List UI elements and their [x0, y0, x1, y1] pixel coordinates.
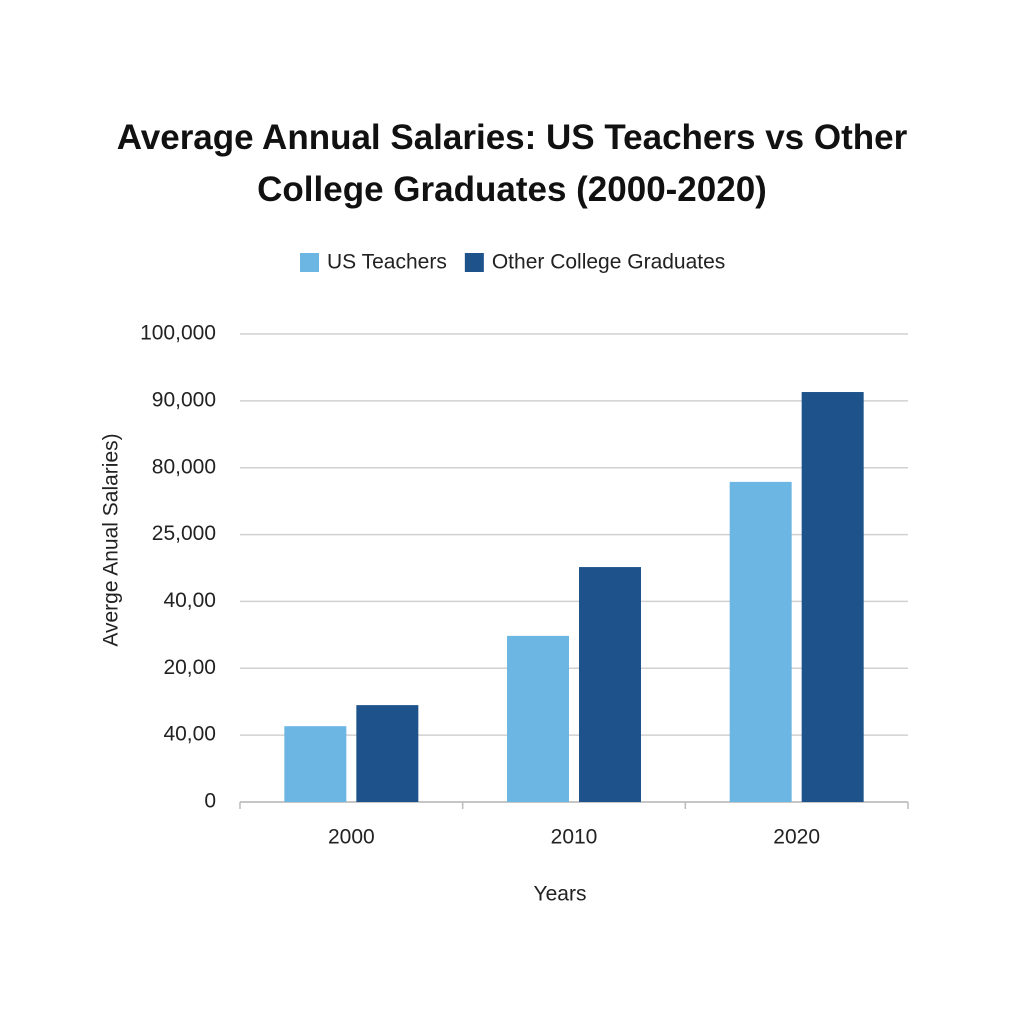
y-tick-label: 20,00	[163, 656, 216, 679]
chart-title: Average Annual Salaries: US Teachers vs …	[116, 118, 908, 209]
bar	[284, 726, 347, 802]
legend-swatch	[300, 253, 319, 272]
legend-swatch	[464, 253, 484, 272]
legend-label: US Teachers	[327, 251, 447, 274]
x-tick-label: 2010	[551, 826, 598, 849]
bar	[729, 481, 792, 802]
x-tick-label: 2020	[773, 826, 820, 849]
y-tick-label: 80,000	[152, 455, 216, 478]
legend-label: Other College Graduates	[492, 251, 725, 274]
y-tick-label: 100,000	[140, 322, 216, 345]
y-tick-label: 90,000	[152, 388, 216, 411]
bar	[356, 705, 419, 802]
bar	[507, 635, 569, 802]
x-tick-label: 2000	[328, 826, 375, 849]
x-axis-label: Years	[534, 883, 587, 906]
bar	[801, 392, 864, 802]
bar	[579, 567, 641, 802]
y-tick-label: 40,00	[163, 589, 216, 612]
y-tick-label: 0	[204, 790, 216, 813]
y-tick-label: 25,000	[152, 522, 216, 545]
y-axis-label: Averge Anual Salaries)	[100, 433, 123, 646]
y-tick-label: 40,00	[163, 723, 216, 746]
